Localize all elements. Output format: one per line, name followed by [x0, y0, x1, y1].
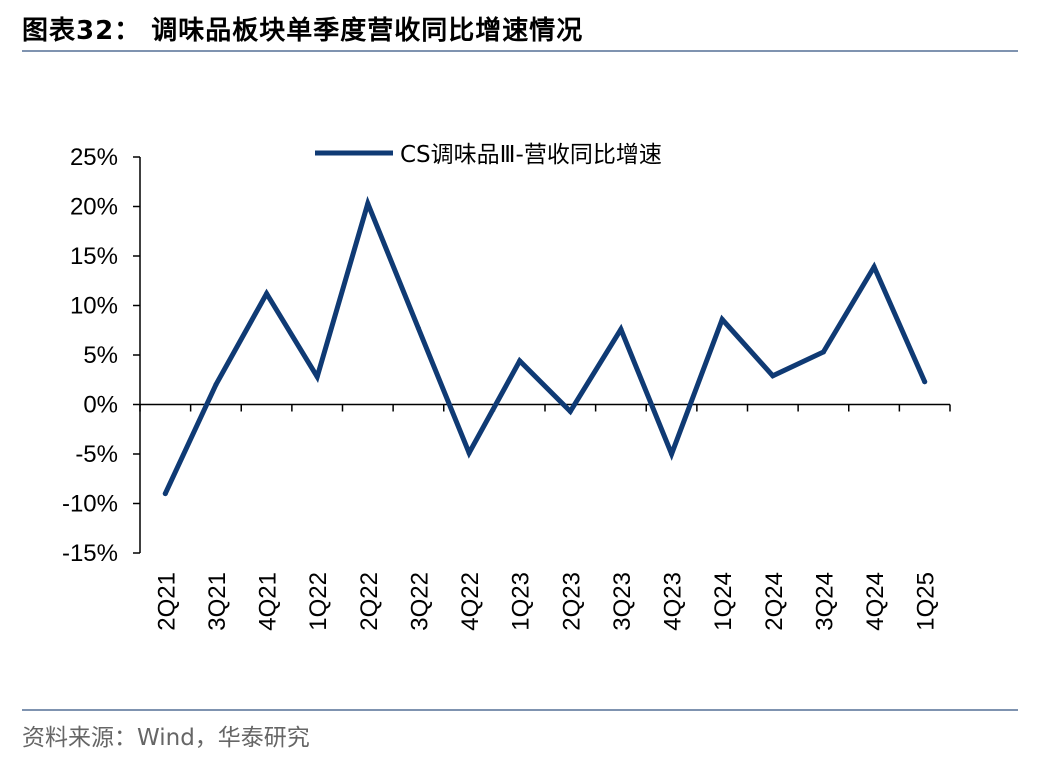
data-point	[871, 264, 877, 270]
x-tick-label: 1Q22	[305, 572, 332, 631]
chart-title: 图表32： 调味品板块单季度营收同比增速情况	[22, 16, 584, 46]
y-tick-label: -10%	[62, 491, 118, 518]
y-axis: -15% -10% -5% 0% 5% 10% 15% 20% 25%	[62, 144, 141, 567]
data-point	[820, 349, 826, 355]
data-point	[415, 325, 421, 331]
data-point	[922, 379, 928, 385]
x-tick-label: 4Q22	[457, 572, 484, 631]
x-tick-label: 4Q23	[660, 572, 687, 631]
legend: CS调味品Ⅲ-营收同比增速	[315, 142, 662, 168]
data-point	[669, 451, 675, 457]
x-tick-label: 1Q23	[508, 572, 535, 631]
data-point	[264, 291, 270, 297]
x-tick-label: 2Q22	[356, 572, 383, 631]
x-tick-label: 4Q24	[862, 572, 889, 631]
x-tick-label: 4Q21	[255, 572, 282, 631]
bottom-divider	[22, 709, 1018, 711]
data-point	[213, 382, 219, 388]
data-point	[517, 358, 523, 364]
x-axis: 2Q21 3Q21 4Q21 1Q22 2Q22 3Q22 4Q22 1Q23 2Q23 3Q23…	[139, 403, 951, 631]
source-note: 资料来源：Wind，华泰研究	[22, 725, 310, 751]
data-point	[770, 373, 776, 379]
y-tick-label: 0%	[83, 392, 118, 419]
y-tick-label: -5%	[75, 441, 118, 468]
y-tick-label: 15%	[70, 243, 118, 270]
y-tick-label: -15%	[62, 540, 118, 567]
data-point	[719, 316, 725, 322]
x-tick-label: 2Q23	[558, 572, 585, 631]
data-point	[466, 450, 472, 456]
data-point	[618, 326, 624, 332]
y-tick-label: 10%	[70, 293, 118, 320]
data-point	[567, 408, 573, 414]
top-divider	[22, 50, 1018, 52]
data-point	[314, 374, 320, 380]
data-point	[162, 491, 168, 497]
series-line	[162, 195, 928, 497]
y-tick-label: 25%	[70, 144, 118, 171]
x-tick-label: 3Q22	[406, 572, 433, 631]
x-tick-label: 3Q24	[811, 572, 838, 631]
y-tick-label: 5%	[83, 342, 118, 369]
series-group	[162, 195, 928, 497]
legend-label: CS调味品Ⅲ-营收同比增速	[400, 142, 662, 168]
line-chart: -15% -10% -5% 0% 5% 10% 15% 20% 25% 2Q21 3Q21 4Q21…	[62, 142, 951, 631]
data-point	[365, 201, 371, 207]
x-tick-label: 1Q24	[710, 572, 737, 631]
x-tick-label: 2Q24	[761, 572, 788, 631]
x-tick-label: 3Q21	[204, 572, 231, 631]
y-tick-label: 20%	[70, 194, 118, 221]
x-tick-label: 3Q23	[609, 572, 636, 631]
x-tick-label: 2Q21	[153, 572, 180, 631]
x-tick-label: 1Q25	[913, 572, 940, 631]
